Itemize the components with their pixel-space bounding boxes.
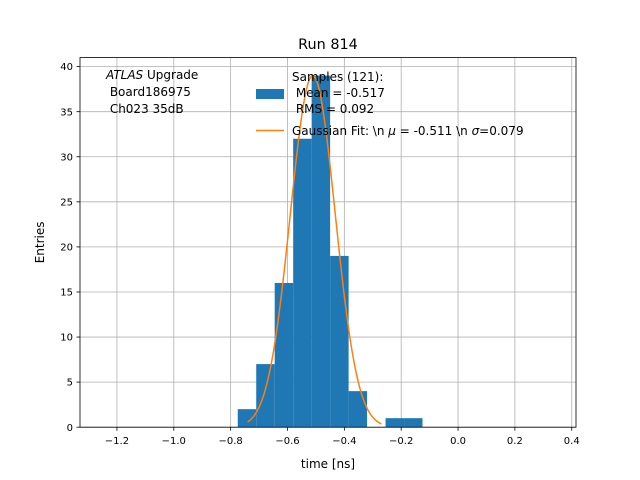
x-tick-label: −0.2 — [389, 436, 413, 447]
x-tick-label: −1.0 — [162, 436, 186, 447]
x-tick-label: 0.2 — [507, 436, 523, 447]
histogram-bar — [404, 418, 423, 428]
y-tick-label: 40 — [60, 62, 73, 73]
chart-title: Run 814 — [298, 37, 358, 53]
histogram-bar — [293, 138, 312, 428]
x-tick-label: 0.4 — [564, 436, 580, 447]
histogram-bar — [311, 75, 331, 428]
legend: Samples (121): Mean = -0.517 RMS = 0.092… — [256, 70, 524, 138]
legend-hist-line-3: RMS = 0.092 — [292, 102, 374, 116]
legend-hist-line-2: Mean = -0.517 — [292, 86, 385, 100]
legend-hist-line-1: Samples (121): — [292, 70, 383, 84]
gaussian-fit — [247, 74, 382, 425]
axis-ticks: −1.2 −1.0 −0.8 −0.6 −0.4 −0.2 0.0 0.2 0.4 0 5 10 15 2… — [60, 62, 579, 447]
y-tick-label: 30 — [60, 152, 73, 163]
annotation-upgrade: Upgrade — [143, 68, 198, 82]
y-tick-label: 25 — [60, 197, 73, 208]
y-tick-label: 20 — [60, 243, 73, 254]
histogram-bar — [274, 282, 294, 428]
legend-fit-label: Gaussian Fit: \n μ = -0.511 \n σ=0.079 — [292, 124, 524, 138]
histogram-bar — [348, 391, 368, 428]
legend-fit-sigma-symbol: σ — [472, 124, 480, 138]
legend-fit-prefix: Gaussian Fit: \n — [292, 124, 388, 138]
annotation-line-2: Board186975 — [106, 85, 191, 99]
annotation-line-3: Ch023 35dB — [106, 102, 184, 116]
annotation-experiment: ATLAS — [105, 68, 144, 82]
histogram-bar — [330, 255, 349, 428]
legend-hist-swatch — [256, 89, 284, 99]
plot-frame — [79, 57, 577, 428]
x-axis-label: time [ns] — [301, 457, 355, 471]
x-tick-label: −0.8 — [218, 436, 242, 447]
gaussian-fit-curve — [247, 74, 382, 425]
y-tick-label: 10 — [60, 333, 73, 344]
annotation-line-1: ATLAS Upgrade — [105, 68, 198, 82]
y-tick-label: 0 — [67, 423, 73, 434]
legend-fit-mu-symbol: μ — [387, 124, 396, 138]
legend-fit-sigma-value: =0.079 — [479, 124, 523, 138]
y-tick-label: 5 — [67, 378, 73, 389]
y-tick-label: 35 — [60, 107, 73, 118]
legend-fit-mu-value: = -0.511 \n — [396, 124, 472, 138]
y-tick-label: 15 — [60, 288, 73, 299]
atlas-annotation: ATLAS Upgrade Board186975 Ch023 35dB — [105, 68, 198, 116]
histogram-bar — [237, 409, 257, 428]
x-tick-label: −0.4 — [332, 436, 356, 447]
x-tick-label: 0.0 — [450, 436, 466, 447]
histogram-bar — [256, 364, 275, 428]
y-axis-label: Entries — [33, 222, 47, 264]
histogram-bar — [385, 418, 405, 428]
x-tick-label: −1.2 — [105, 436, 129, 447]
x-tick-label: −0.6 — [275, 436, 299, 447]
